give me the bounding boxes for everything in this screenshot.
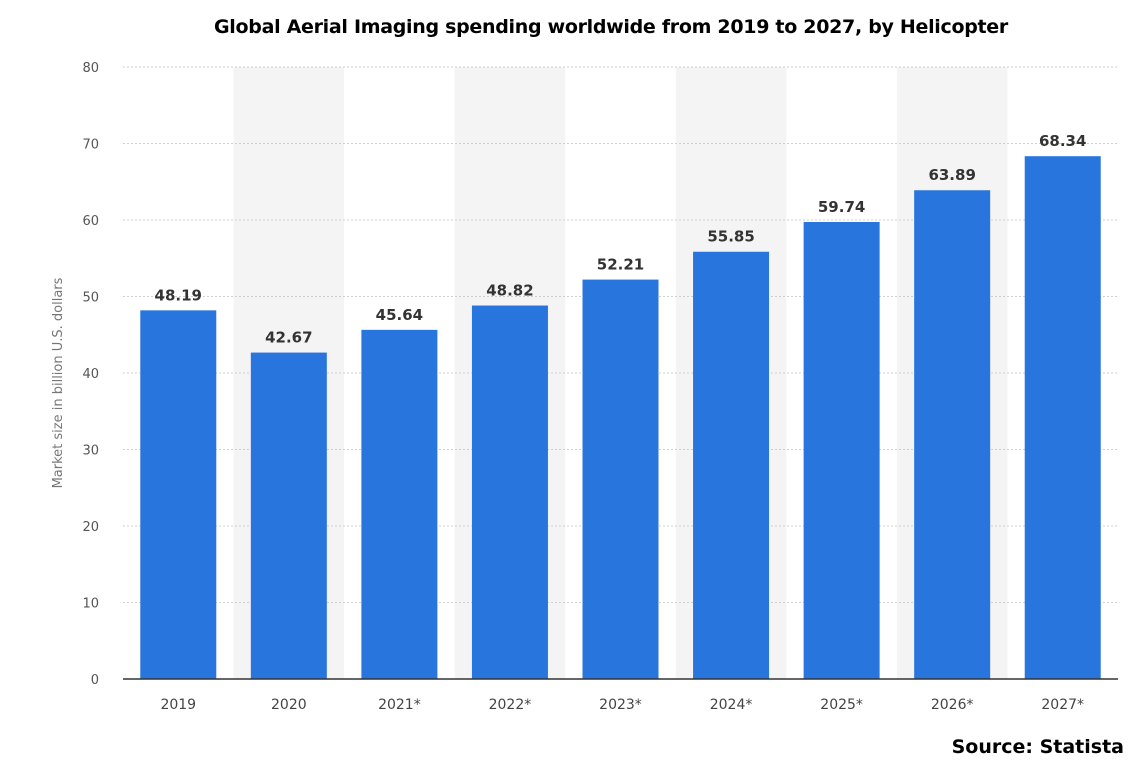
y-tick-label: 70 xyxy=(82,138,99,153)
data-label: 63.89 xyxy=(928,166,975,184)
data-label: 68.34 xyxy=(1039,132,1086,150)
data-label: 48.19 xyxy=(155,286,202,304)
bar xyxy=(250,352,327,679)
chart-title: Global Aerial Imaging spending worldwide… xyxy=(214,16,1008,38)
y-tick-label: 50 xyxy=(82,291,99,306)
x-tick-label: 2021* xyxy=(378,697,421,713)
y-tick-label: 20 xyxy=(82,520,99,535)
data-label: 45.64 xyxy=(376,306,423,324)
bar xyxy=(582,279,659,679)
y-axis-ticks: 0 10 20 30 40 50 60 70 80 xyxy=(82,61,99,688)
x-tick-label: 2025* xyxy=(820,697,863,713)
y-tick-label: 60 xyxy=(82,214,99,229)
source-note: Source: Statista xyxy=(951,736,1124,758)
data-labels: 48.19 42.67 45.64 48.82 52.21 55.85 59.74 63.89… xyxy=(155,132,1087,346)
bar xyxy=(1024,156,1101,680)
bars xyxy=(140,156,1101,680)
x-tick-label: 2019 xyxy=(160,697,196,713)
x-tick-label: 2026* xyxy=(931,697,974,713)
bar xyxy=(471,305,548,679)
y-tick-label: 10 xyxy=(82,597,99,612)
bar xyxy=(914,190,991,679)
bar xyxy=(140,310,217,679)
y-tick-label: 40 xyxy=(82,367,99,382)
x-tick-label: 2022* xyxy=(489,697,532,713)
x-axis-ticks: 2019 2020 2021* 2022* 2023* 2024* 2025* 2026* 20… xyxy=(160,697,1084,713)
y-tick-label: 80 xyxy=(82,61,99,76)
data-label: 48.82 xyxy=(486,282,533,300)
data-label: 52.21 xyxy=(597,256,644,274)
data-label: 55.85 xyxy=(707,228,754,246)
x-tick-label: 2020 xyxy=(271,697,307,713)
bar xyxy=(361,329,438,679)
data-label: 42.67 xyxy=(265,329,312,347)
y-tick-label: 30 xyxy=(82,444,99,459)
data-label: 59.74 xyxy=(818,198,865,216)
x-tick-label: 2027* xyxy=(1041,697,1084,713)
bar xyxy=(803,221,880,679)
bar xyxy=(693,251,770,679)
x-tick-label: 2024* xyxy=(710,697,753,713)
x-tick-label: 2023* xyxy=(599,697,642,713)
y-tick-label: 0 xyxy=(91,673,99,688)
y-axis-title: Market size in billion U.S. dollars xyxy=(51,277,66,488)
